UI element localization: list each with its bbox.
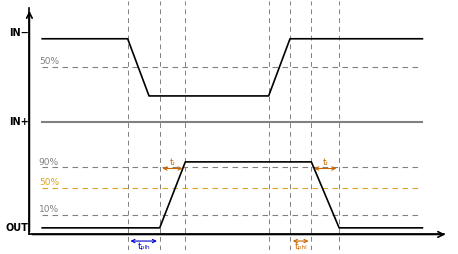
Text: OUT: OUT: [5, 223, 28, 233]
Text: IN−: IN−: [9, 28, 28, 38]
Text: 50%: 50%: [39, 178, 59, 187]
Text: IN+: IN+: [9, 117, 28, 127]
Text: tₚₗₕ: tₚₗₕ: [137, 242, 150, 251]
Text: tᵣ: tᵣ: [169, 158, 175, 167]
Text: tᵣ: tᵣ: [322, 158, 328, 167]
Text: 10%: 10%: [39, 205, 59, 214]
Text: 90%: 90%: [39, 157, 59, 167]
Text: tₚₕₗ: tₚₕₗ: [294, 242, 307, 251]
Text: 50%: 50%: [39, 57, 59, 66]
